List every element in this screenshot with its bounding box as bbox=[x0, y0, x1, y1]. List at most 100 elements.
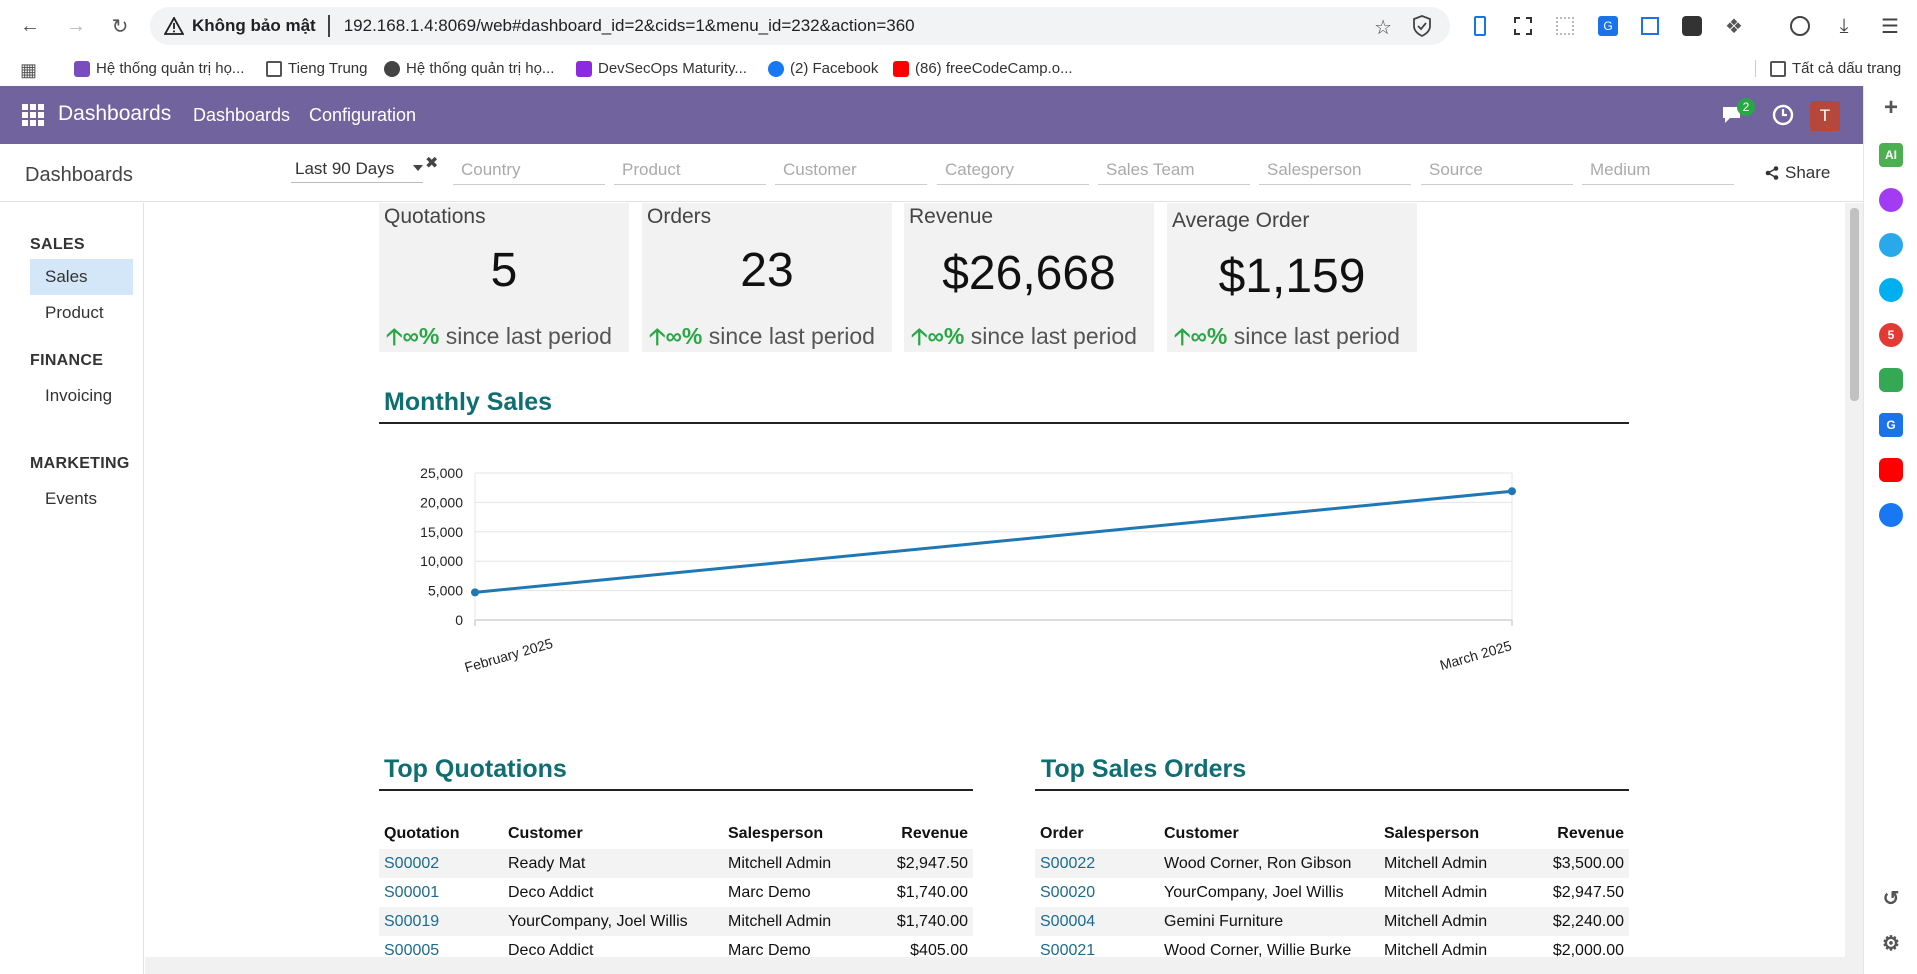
horizontal-scrollbar[interactable] bbox=[145, 957, 1845, 974]
bookmark-item[interactable]: (86) freeCodeCamp.o... bbox=[893, 60, 1073, 77]
translate-icon[interactable]: G bbox=[1879, 413, 1903, 437]
history-icon[interactable]: ↺ bbox=[1882, 887, 1900, 910]
address-bar[interactable]: Không bảo mật 192.168.1.4:8069/web#dashb… bbox=[150, 7, 1450, 45]
order-link[interactable]: S00020 bbox=[1040, 883, 1096, 901]
youtube-icon[interactable] bbox=[1879, 458, 1903, 482]
bookmark-item[interactable]: DevSecOps Maturity... bbox=[576, 60, 747, 77]
download-icon[interactable]: ⤓ bbox=[1839, 14, 1849, 37]
revenue-cell: $1,740.00 bbox=[873, 907, 973, 936]
chat-icon[interactable] bbox=[1720, 102, 1746, 128]
table-row[interactable]: S00002 Ready Mat Mitchell Admin $2,947.50 bbox=[379, 849, 973, 878]
kpi-card-orders[interactable]: Orders 23 🡡∞% since last period bbox=[642, 203, 892, 352]
bookmark-item[interactable]: Hệ thống quản trị họ... bbox=[74, 60, 244, 77]
table-row[interactable]: S00004 Gemini Furniture Mitchell Admin $2,2… bbox=[1035, 907, 1629, 936]
reload-icon[interactable]: ↻ bbox=[111, 15, 129, 38]
quotation-link[interactable]: S00002 bbox=[384, 854, 440, 872]
share-button[interactable]: Share bbox=[1765, 163, 1830, 183]
sidebar-item-invoicing[interactable]: Invoicing bbox=[45, 386, 113, 405]
top-sales-orders-table: Order Customer Salesperson Revenue S0002… bbox=[1035, 819, 1629, 965]
profile-icon[interactable] bbox=[1788, 14, 1812, 38]
add-icon[interactable]: + bbox=[1883, 94, 1898, 121]
column-header[interactable]: Salesperson bbox=[728, 825, 824, 842]
game-icon[interactable] bbox=[1879, 368, 1903, 392]
extension-screenshot-icon[interactable] bbox=[1553, 14, 1577, 38]
quotation-link[interactable]: S00001 bbox=[384, 883, 440, 901]
sidebar-item-product[interactable]: Product bbox=[45, 303, 104, 322]
clear-period-icon[interactable]: ✖ bbox=[425, 155, 439, 172]
url-text[interactable]: 192.168.1.4:8069/web#dashboard_id=2&cids… bbox=[343, 16, 915, 35]
extensions-puzzle-icon[interactable]: ❖ bbox=[1725, 15, 1743, 38]
filter-country[interactable]: Country bbox=[453, 155, 605, 185]
apps-grid-icon[interactable]: ▦ bbox=[20, 60, 38, 80]
column-header[interactable]: Revenue bbox=[901, 825, 968, 842]
security-indicator[interactable]: Không bảo mật bbox=[164, 16, 316, 36]
vertical-scrollbar[interactable] bbox=[1845, 203, 1863, 974]
kpi-card-quotations[interactable]: Quotations 5 🡡∞% since last period bbox=[379, 203, 629, 352]
all-bookmarks[interactable]: Tất cả dấu trang bbox=[1755, 60, 1901, 77]
table-row[interactable]: S00005 Deco Addict Marc Demo $405.00 bbox=[379, 936, 973, 965]
shield-icon[interactable] bbox=[1412, 15, 1432, 42]
extension-chatgpt-icon[interactable] bbox=[1680, 14, 1704, 38]
filter-source[interactable]: Source bbox=[1421, 155, 1573, 185]
bookmark-item[interactable]: (2) Facebook bbox=[768, 60, 878, 77]
bookmark-item[interactable]: Tieng Trung bbox=[266, 60, 368, 77]
table-row[interactable]: S00020 YourCompany, Joel Willis Mitchell A… bbox=[1035, 878, 1629, 907]
filter-salesperson[interactable]: Salesperson bbox=[1259, 155, 1411, 185]
filter-customer[interactable]: Customer bbox=[775, 155, 927, 185]
kpi-trend-symbol: ∞% bbox=[927, 323, 965, 349]
extension-phone-icon[interactable] bbox=[1468, 14, 1492, 38]
sidebar-item-events[interactable]: Events bbox=[45, 489, 97, 508]
browser-menu-icon[interactable]: ☰ bbox=[1881, 15, 1899, 38]
ai-icon[interactable]: AI bbox=[1879, 143, 1903, 167]
column-header[interactable]: Customer bbox=[508, 825, 583, 842]
clock-icon[interactable] bbox=[1772, 104, 1794, 126]
column-header[interactable]: Order bbox=[1040, 825, 1084, 842]
extension-translate-icon[interactable]: G bbox=[1596, 14, 1620, 38]
revenue-cell: $1,740.00 bbox=[896, 883, 968, 901]
period-select[interactable]: Last 90 Days bbox=[291, 155, 423, 183]
forward-icon[interactable]: → bbox=[66, 14, 86, 37]
skype-icon[interactable] bbox=[1879, 278, 1903, 302]
messenger-icon[interactable] bbox=[1879, 188, 1903, 212]
column-header[interactable]: Salesperson bbox=[1384, 825, 1480, 842]
table-row[interactable]: S00001 Deco Addict Marc Demo $1,740.00 bbox=[379, 878, 973, 907]
kpi-card-average-order[interactable]: Average Order $1,159 🡡∞% since last peri… bbox=[1167, 203, 1417, 352]
extension-qr-icon[interactable] bbox=[1511, 14, 1535, 38]
app-brand[interactable]: Dashboards bbox=[58, 102, 172, 125]
column-header[interactable]: Customer bbox=[1164, 825, 1239, 842]
main-navbar: Dashboards Dashboards Configuration 2 T bbox=[0, 86, 1863, 144]
filter-product[interactable]: Product bbox=[614, 155, 766, 185]
bookmark-item[interactable]: Hệ thống quản trị họ... bbox=[384, 60, 554, 77]
filter-sales-team[interactable]: Sales Team bbox=[1098, 155, 1250, 185]
app-menu-icon[interactable] bbox=[22, 104, 44, 126]
table-header-row: Order Customer Salesperson Revenue bbox=[1035, 819, 1629, 849]
table-row[interactable]: S00019 YourCompany, Joel Willis Mitchell A… bbox=[379, 907, 973, 936]
scrollbar-thumb[interactable] bbox=[1850, 208, 1859, 401]
bookmark-star-icon[interactable]: ☆ bbox=[1374, 17, 1392, 39]
kpi-card-revenue[interactable]: Revenue $26,668 🡡∞% since last period bbox=[904, 203, 1154, 352]
back-icon[interactable]: ← bbox=[20, 14, 40, 37]
facebook-icon[interactable] bbox=[1879, 503, 1903, 527]
table-row[interactable]: S00022 Wood Corner, Ron Gibson Mitchell Ad… bbox=[1035, 849, 1629, 878]
sidebar-item-sales[interactable]: Sales bbox=[30, 259, 133, 295]
filter-category[interactable]: Category bbox=[937, 155, 1089, 185]
order-link[interactable]: S00004 bbox=[1040, 912, 1096, 930]
browser-side-panel: + AI 5 G ↺ ⚙ bbox=[1863, 86, 1917, 974]
table-row[interactable]: S00021 Wood Corner, Willie Burke Mitchell … bbox=[1035, 936, 1629, 965]
customer-cell: Wood Corner, Ron Gibson bbox=[1159, 849, 1379, 878]
column-header[interactable]: Revenue bbox=[1557, 825, 1624, 842]
menu-dashboards[interactable]: Dashboards bbox=[193, 105, 291, 125]
menu-configuration[interactable]: Configuration bbox=[309, 105, 417, 125]
quotation-link[interactable]: S00019 bbox=[384, 912, 440, 930]
quotation-link[interactable]: S00005 bbox=[384, 941, 440, 959]
column-header[interactable]: Quotation bbox=[384, 825, 460, 842]
user-avatar[interactable]: T bbox=[1810, 101, 1840, 131]
notifications-icon[interactable]: 5 bbox=[1879, 323, 1903, 347]
extension-capture-icon[interactable] bbox=[1638, 14, 1662, 38]
filter-medium[interactable]: Medium bbox=[1582, 155, 1734, 185]
order-link[interactable]: S00021 bbox=[1040, 941, 1096, 959]
order-link[interactable]: S00022 bbox=[1040, 854, 1096, 872]
telegram-icon[interactable] bbox=[1879, 233, 1903, 257]
settings-gear-icon[interactable]: ⚙ bbox=[1882, 932, 1900, 955]
arrow-up-icon: 🡡 bbox=[1174, 323, 1191, 349]
